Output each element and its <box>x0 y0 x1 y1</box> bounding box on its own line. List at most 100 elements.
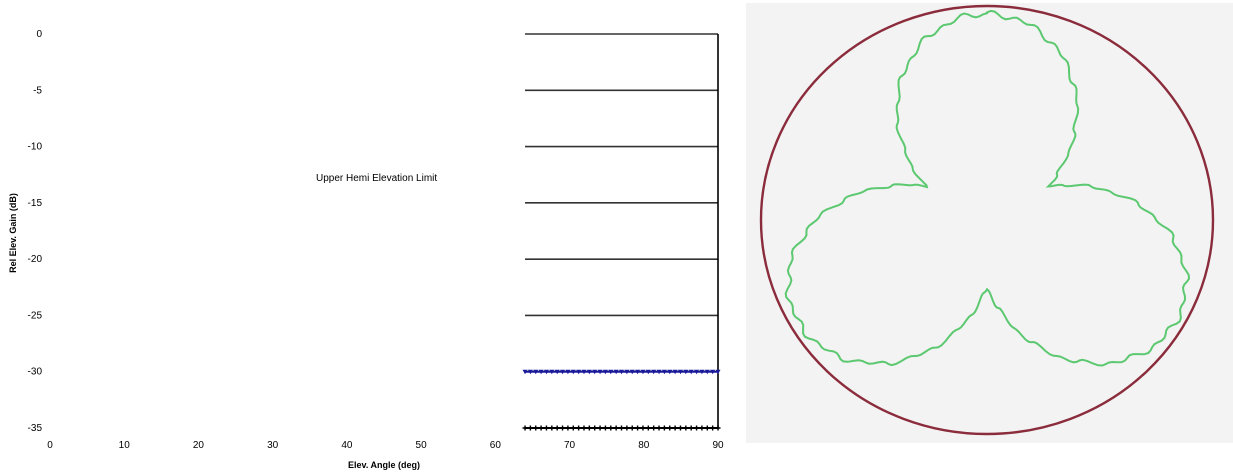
series-point <box>683 425 689 431</box>
series-point <box>565 369 571 375</box>
series-point <box>543 369 549 375</box>
polar-lobe-series <box>784 9 1191 367</box>
series-point <box>527 369 533 375</box>
x-tick-label: 40 <box>341 440 353 451</box>
series-point <box>592 425 598 431</box>
series-point <box>651 425 657 431</box>
series-point <box>635 369 641 375</box>
series-point <box>586 369 592 375</box>
series-point <box>629 425 635 431</box>
series-point <box>576 425 582 431</box>
series-point <box>661 425 667 431</box>
series-point <box>699 425 705 431</box>
y-tick-label: -30 <box>28 367 43 378</box>
series-point <box>608 369 614 375</box>
series-point <box>677 369 683 375</box>
series-point <box>704 369 710 375</box>
x-tick-label: 60 <box>490 440 502 451</box>
series-point <box>688 369 694 375</box>
series-point <box>522 425 528 431</box>
series-point <box>672 369 678 375</box>
tick-layer: 0 -5 -10 -15 -20 -25 -30 -35 0 10 20 30 40 50 60 70 80 90 <box>28 29 724 451</box>
polar-pattern-chart <box>746 3 1233 443</box>
series-point <box>570 369 576 375</box>
series-point <box>538 369 544 375</box>
series-point <box>645 369 651 375</box>
series-point <box>624 425 630 431</box>
series-point <box>694 425 700 431</box>
series-point <box>597 369 603 375</box>
series-layer <box>522 369 721 431</box>
series-point <box>640 425 646 431</box>
series-point <box>677 425 683 431</box>
series-point <box>597 425 603 431</box>
x-tick-label: 30 <box>267 440 279 451</box>
series-point <box>608 425 614 431</box>
x-tick-label: 20 <box>193 440 205 451</box>
series-point <box>533 369 539 375</box>
series-point <box>527 425 533 431</box>
series-point <box>586 425 592 431</box>
series-point <box>715 369 721 375</box>
x-tick-label: 0 <box>47 440 53 451</box>
series-point <box>560 425 566 431</box>
series-point <box>581 369 587 375</box>
polar-circle-series <box>759 4 1215 436</box>
series-point <box>635 425 641 431</box>
y-tick-label: -20 <box>28 254 43 265</box>
series-point <box>683 369 689 375</box>
series-point <box>533 425 539 431</box>
series-point <box>565 425 571 431</box>
x-tick-label: 10 <box>119 440 131 451</box>
series-point <box>656 369 662 375</box>
series-point <box>704 425 710 431</box>
series-point <box>592 369 598 375</box>
series-point <box>602 425 608 431</box>
series-point <box>715 425 721 431</box>
grid-layer <box>525 33 718 429</box>
series-point <box>543 425 549 431</box>
series-point <box>629 369 635 375</box>
series-point <box>624 369 630 375</box>
series-point <box>667 369 673 375</box>
series-point <box>710 425 716 431</box>
series-point <box>613 425 619 431</box>
y-tick-label: -5 <box>33 85 42 96</box>
y-tick-label: -25 <box>28 310 43 321</box>
series-point <box>570 425 576 431</box>
series-point <box>581 425 587 431</box>
annotation-upper-hemi: Upper Hemi Elevation Limit <box>316 173 437 184</box>
series-point <box>667 425 673 431</box>
x-tick-label: 50 <box>416 440 428 451</box>
series-point <box>699 369 705 375</box>
series-point <box>619 369 625 375</box>
series-point <box>651 369 657 375</box>
series-point <box>672 425 678 431</box>
series-point <box>694 369 700 375</box>
series-point <box>560 369 566 375</box>
series-point <box>549 369 555 375</box>
y-axis-label: Rel Elev. Gain (dB) <box>8 193 18 273</box>
series-point <box>602 369 608 375</box>
x-tick-label: 80 <box>638 440 650 451</box>
x-tick-label: 90 <box>712 440 724 451</box>
series-point <box>710 369 716 375</box>
series-point <box>619 425 625 431</box>
polar-series-layer <box>759 4 1215 436</box>
series-point <box>554 369 560 375</box>
series-point <box>656 425 662 431</box>
series-point <box>576 369 582 375</box>
series-point <box>522 369 528 375</box>
x-axis-label: Elev. Angle (deg) <box>348 460 420 470</box>
series-point <box>613 369 619 375</box>
y-tick-label: -35 <box>28 423 43 434</box>
series-point <box>549 425 555 431</box>
series-point <box>645 425 651 431</box>
y-tick-label: -10 <box>28 142 43 153</box>
series-point <box>640 369 646 375</box>
series-point <box>538 425 544 431</box>
series-point <box>661 369 667 375</box>
x-tick-label: 70 <box>564 440 576 451</box>
series-point <box>554 425 560 431</box>
